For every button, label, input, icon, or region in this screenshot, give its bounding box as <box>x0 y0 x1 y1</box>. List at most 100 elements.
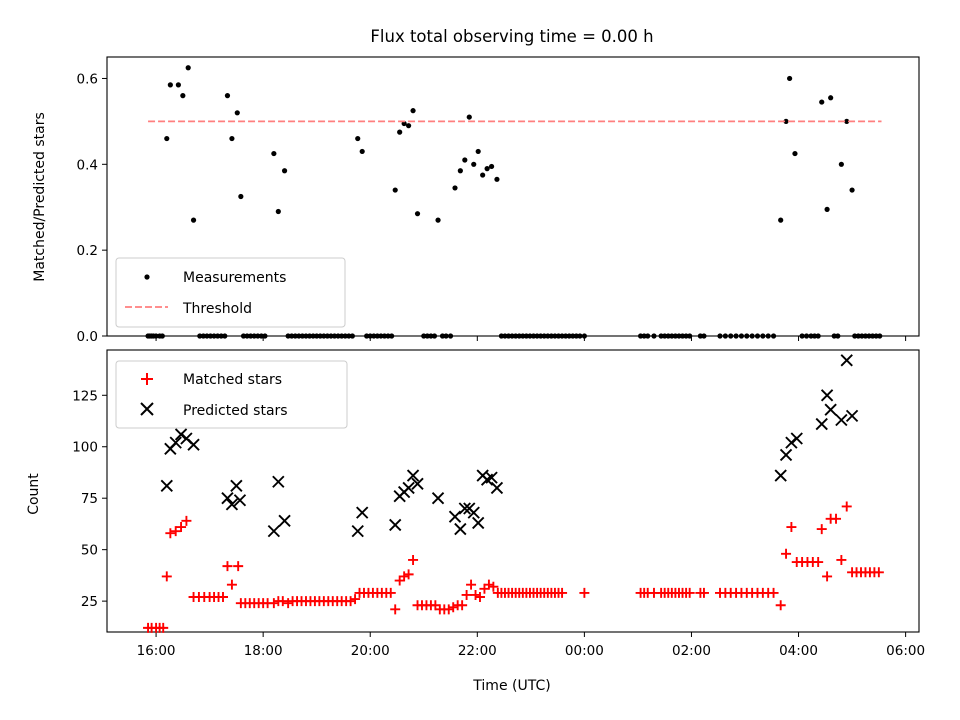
bottom-x-tick-label: 04:00 <box>779 643 818 659</box>
bottom-x-tick-label: 18:00 <box>244 643 283 659</box>
predicted-stars-point <box>835 413 848 427</box>
measurements-point <box>224 93 231 99</box>
bottom-y-tick-label: 25 <box>81 594 98 610</box>
measurements-point <box>443 333 449 339</box>
measurements-point <box>153 333 159 339</box>
bottom-x-tick-label: 02:00 <box>672 643 711 659</box>
measurements-point <box>545 333 551 339</box>
legend-predicted-label: Predicted stars <box>183 403 288 419</box>
measurements-point <box>581 333 587 339</box>
measurements-point <box>414 211 421 217</box>
measurements-point <box>520 333 526 339</box>
bottom-x-ticks: 16:00 18:00 20:00 22:00 00:00 02:00 04:00 06:00 <box>137 632 925 659</box>
measurements-point <box>285 333 291 339</box>
matched-stars-point <box>403 569 414 580</box>
measurements-point <box>421 333 427 339</box>
measurements-point <box>244 333 250 339</box>
measurements-point <box>389 333 395 339</box>
measurements-point <box>359 148 365 155</box>
predicted-stars-point <box>356 506 369 519</box>
matched-stars-point <box>466 579 477 590</box>
predicted-stars-point <box>225 498 239 511</box>
matched-stars-point <box>781 548 792 559</box>
predicted-stars-point <box>411 477 424 490</box>
measurements-point <box>792 150 798 157</box>
bottom-series-layer <box>143 354 884 633</box>
matched-stars-point <box>873 567 884 578</box>
measurements-point <box>167 82 173 88</box>
matched-stars-point <box>226 579 237 590</box>
measurements-point <box>803 333 810 339</box>
bottom-legend: Matched stars Predicted stars <box>115 360 348 429</box>
matched-stars-point <box>457 600 468 611</box>
legend-predicted-marker <box>140 402 154 416</box>
matched-stars-point <box>822 571 833 582</box>
x-axis-label: Time (UTC) <box>472 678 550 694</box>
measurements-point <box>452 185 458 191</box>
measurements-point <box>701 333 707 339</box>
measurements-point <box>281 168 288 174</box>
measurements-point <box>824 206 830 212</box>
predicted-stars-point <box>448 510 462 523</box>
measurements-point <box>289 333 295 339</box>
measurements-point <box>672 333 679 339</box>
matched-stars-point <box>461 589 472 600</box>
measurements-point <box>534 333 540 339</box>
matched-stars-point <box>488 581 499 592</box>
predicted-stars-point <box>267 524 281 538</box>
measurements-point <box>765 333 771 339</box>
measurements-point <box>563 333 569 339</box>
measurements-point <box>331 333 338 339</box>
bottom-y-tick-label: 100 <box>72 440 98 456</box>
matched-stars-point <box>399 571 410 582</box>
bottom-x-tick-label: 22:00 <box>458 643 497 659</box>
bottom-y-tick-label: 125 <box>72 388 98 404</box>
top-y-tick-label: 0.4 <box>77 157 98 173</box>
measurements-point <box>516 333 522 339</box>
matched-stars-point <box>268 598 279 609</box>
measurements-point <box>559 333 565 339</box>
bottom-plot-frame <box>106 349 920 633</box>
matched-stars-point <box>684 587 695 598</box>
measurements-point <box>222 333 228 339</box>
measurements-point <box>849 187 855 193</box>
matched-stars-point <box>176 522 187 533</box>
measurements-point <box>662 333 668 339</box>
measurements-point <box>498 333 504 339</box>
matched-stars-point <box>158 622 169 633</box>
top-chart-title: Flux total observing time = 0.00 h <box>370 27 653 46</box>
measurements-point <box>480 172 486 178</box>
measurements-point <box>665 333 671 339</box>
measurements-point <box>679 333 686 339</box>
measurements-point <box>406 123 412 129</box>
measurements-point <box>397 129 403 135</box>
measurements-point <box>240 333 247 339</box>
predicted-stars-point <box>221 492 234 505</box>
matched-stars-point <box>786 522 797 533</box>
matched-stars-point <box>816 524 827 535</box>
measurements-point <box>555 333 562 339</box>
measurements-point <box>783 118 789 124</box>
measurements-point <box>744 333 750 339</box>
measurements-point <box>697 333 703 339</box>
measurements-point <box>738 333 745 339</box>
measurements-point <box>248 333 254 339</box>
measurements-point <box>754 333 761 339</box>
measurements-point <box>770 333 777 339</box>
measurements-point <box>229 135 235 142</box>
matched-stars-point <box>698 587 709 598</box>
measurements-point <box>541 333 547 339</box>
measurements-point <box>819 99 825 105</box>
measurements-point <box>778 217 784 223</box>
measurements-point <box>378 333 384 339</box>
measurements-point <box>185 65 191 71</box>
measurements-point <box>475 148 481 155</box>
measurements-point <box>717 333 723 339</box>
measurements-point <box>457 168 463 174</box>
predicted-stars-point <box>840 354 853 367</box>
measurements-point <box>722 333 728 339</box>
measurements-point <box>303 333 309 339</box>
measurements-point <box>733 333 739 339</box>
predicted-stars-point <box>230 479 243 493</box>
